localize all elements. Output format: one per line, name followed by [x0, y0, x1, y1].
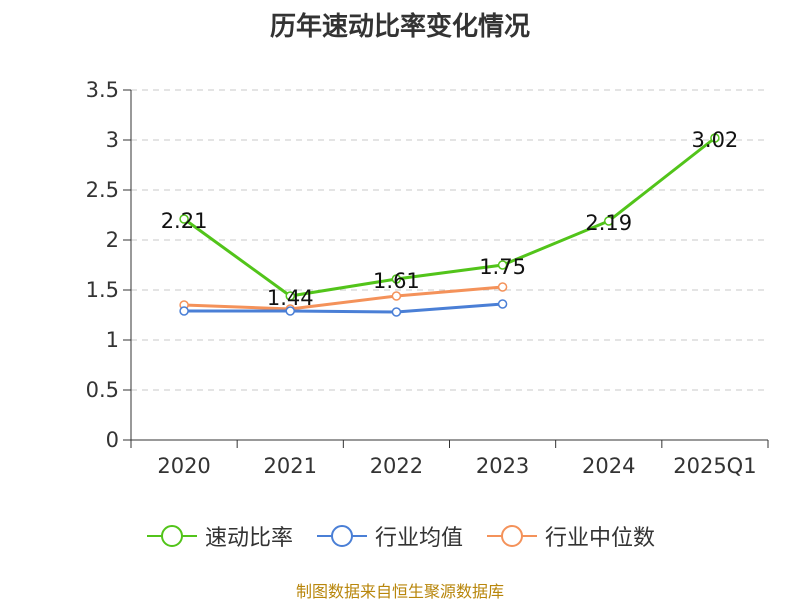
data-point: [497, 299, 508, 309]
data-labels: 2.21 1.44 1.61 1.75 2.19 3.02: [161, 128, 739, 310]
data-point: [391, 274, 402, 284]
legend-label: 行业中位数: [545, 526, 656, 551]
data-point: [285, 291, 295, 301]
legend-label: 行业均值: [374, 526, 463, 551]
series-line: [184, 285, 503, 311]
x-tick-label: 2022: [370, 454, 423, 478]
data-label: 2.21: [161, 209, 208, 233]
data-point: [497, 260, 508, 270]
x-tick-label: 2023: [476, 454, 529, 478]
y-tick-label: 2: [106, 228, 119, 252]
legend-line-icon: [487, 525, 537, 547]
data-label: 1.61: [373, 269, 420, 293]
data-label: 3.02: [692, 128, 739, 152]
legend-line-icon: [146, 525, 197, 547]
x-tick-label: 2021: [264, 454, 317, 478]
source-note: 制图数据来自恒生聚源数据库: [295, 582, 504, 601]
legend-marker: [160, 525, 183, 547]
data-point: [497, 282, 508, 292]
data-point: [285, 306, 295, 316]
legend: 速动比率 行业均值 行业中位数: [0, 520, 800, 552]
data-label: 1.75: [479, 255, 526, 279]
data-label: 1.44: [267, 286, 314, 310]
legend-line-icon: [316, 525, 367, 547]
y-tick-label: 1.5: [86, 278, 119, 302]
y-tick-label: 0: [106, 428, 119, 452]
y-tick-label: 0.5: [86, 378, 119, 402]
legend-item[interactable]: 速动比率: [145, 520, 293, 552]
legend-item[interactable]: 行业中位数: [485, 520, 655, 552]
y-tick-label: 3: [106, 128, 119, 152]
data-point: [391, 307, 402, 317]
y-tick-label: 2.5: [86, 178, 119, 202]
series-line: [184, 302, 503, 314]
data-point: [604, 216, 614, 226]
axes: 0 0.5 1 1.5 2 2.5 3 3.5 2020 2021 2022 2023 2024 2025…: [86, 78, 769, 478]
legend-item[interactable]: 行业均值: [315, 520, 463, 552]
grid-lines: [131, 89, 768, 391]
x-tick-label: 2025Q1: [673, 454, 756, 478]
legend-label: 速动比率: [204, 526, 293, 551]
data-label: 2.19: [585, 211, 632, 235]
legend-marker: [330, 525, 353, 547]
data-point: [179, 214, 189, 224]
data-point: [179, 306, 189, 316]
data-point: [710, 133, 720, 143]
x-tick-label: 2020: [157, 454, 210, 478]
data-point: [391, 291, 402, 301]
legend-marker: [501, 525, 523, 547]
series-line: [183, 136, 716, 298]
y-tick-label: 3.5: [86, 78, 119, 102]
series-lines: [179, 133, 720, 317]
chart-title: 历年速动比率变化情况: [269, 12, 530, 42]
x-tick-label: 2024: [582, 454, 635, 478]
y-tick-label: 1: [106, 328, 119, 352]
